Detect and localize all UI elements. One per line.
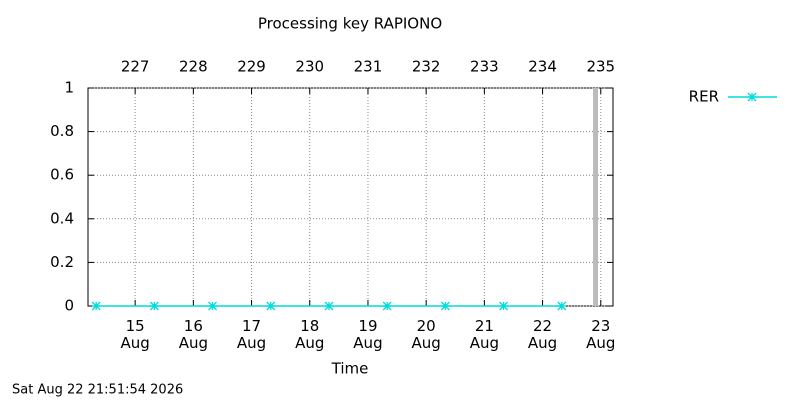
x2-tick-label: 230: [295, 58, 324, 76]
x2-tick-label: 227: [121, 58, 150, 76]
x-tick-label: 23 Aug: [586, 317, 616, 352]
x-tick-label: 21 Aug: [469, 317, 499, 352]
x-tick-label: 22 Aug: [527, 317, 558, 352]
data-point: [440, 301, 450, 311]
y-tick-label: 0.4: [50, 209, 74, 227]
data-point: [557, 301, 567, 311]
data-point: [324, 301, 334, 311]
x-tick-label: 16 Aug: [178, 317, 208, 352]
x2-tick-label: 229: [237, 58, 266, 76]
y-tick-label: 1: [64, 79, 74, 97]
data-point: [149, 301, 159, 311]
data-point: [91, 301, 101, 311]
data-point: [208, 301, 218, 311]
x-tick-label: 17 Aug: [236, 317, 267, 352]
x-tick-label: 19 Aug: [353, 317, 383, 352]
plot-frame: [87, 87, 614, 307]
chart-title: Processing key RAPIONO: [258, 15, 442, 33]
x-tick-label: 15 Aug: [120, 317, 150, 352]
now-marker: [593, 88, 599, 306]
footer: Sat Aug 22 21:51:54 2026: [12, 383, 183, 398]
data-point: [266, 301, 276, 311]
y-tick-label: 0.2: [50, 253, 74, 271]
legend-label: RER: [689, 88, 719, 106]
x2-tick-label: 235: [586, 58, 615, 76]
x2-tick-label: 233: [470, 58, 499, 76]
data-point: [499, 301, 509, 311]
y-tick-label: 0.8: [50, 122, 74, 140]
x-axis-label: Time: [331, 360, 369, 378]
y-tick-label: 0: [64, 297, 74, 315]
x2-tick-label: 234: [528, 58, 557, 76]
x-tick-label: 18 Aug: [295, 317, 325, 352]
x2-tick-label: 232: [412, 58, 441, 76]
legend-marker: [747, 92, 757, 102]
x2-tick-label: 231: [354, 58, 383, 76]
y-tick-label: 0.6: [50, 166, 74, 184]
x-tick-label: 20 Aug: [411, 317, 441, 352]
x2-tick-label: 228: [179, 58, 208, 76]
data-point: [382, 301, 392, 311]
